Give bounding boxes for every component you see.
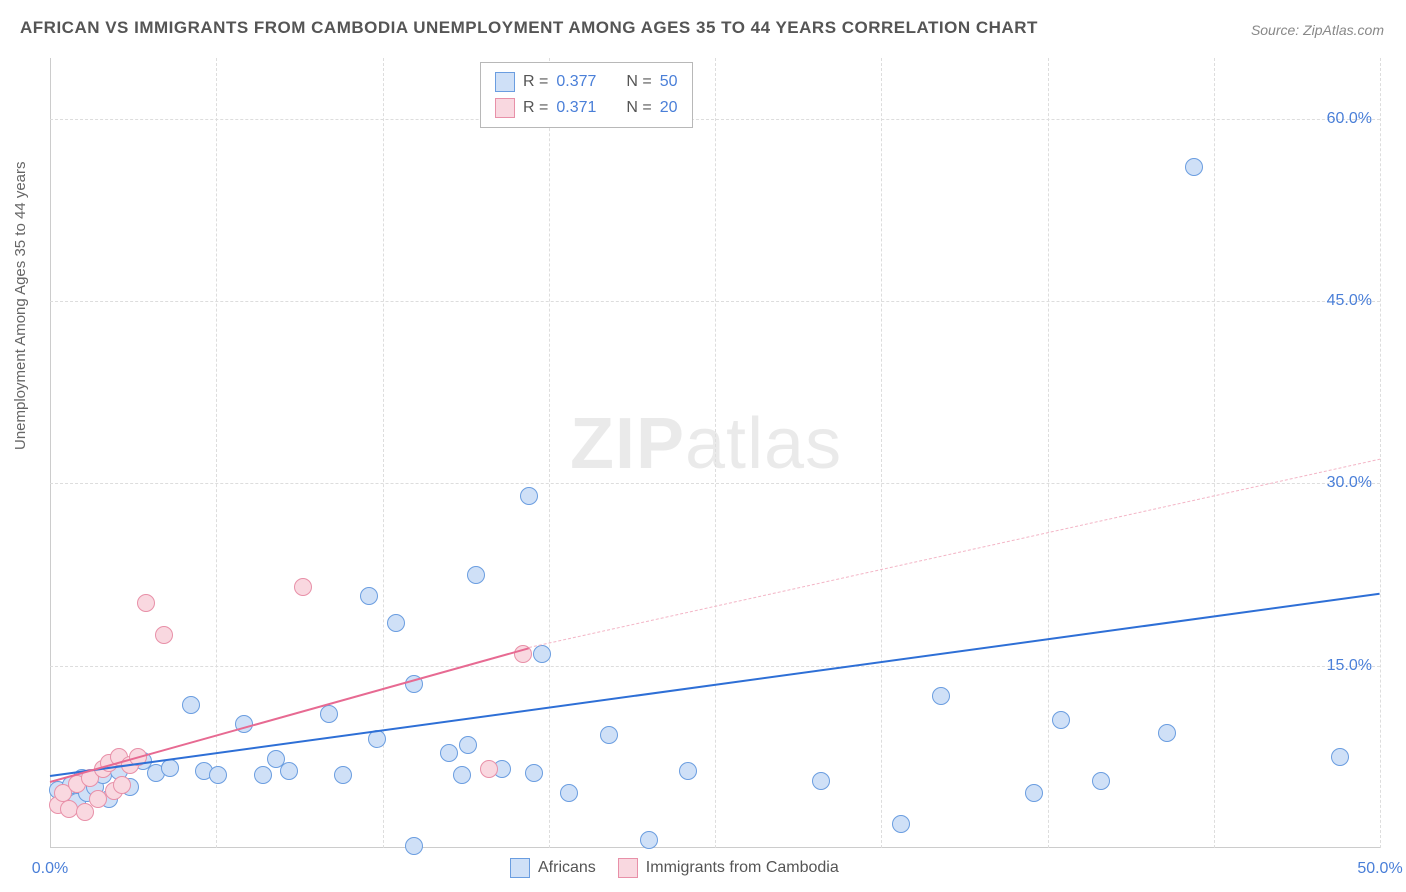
data-point xyxy=(525,764,543,782)
legend-swatch xyxy=(618,858,638,878)
data-point xyxy=(480,760,498,778)
correlation-legend: R = 0.377 N = 50 R = 0.371 N = 20 xyxy=(480,62,693,128)
y-tick-label: 45.0% xyxy=(1327,292,1372,310)
y-axis-line xyxy=(50,58,51,848)
y-axis-label: Unemployment Among Ages 35 to 44 years xyxy=(12,161,29,450)
legend-n-label: N = xyxy=(626,73,651,91)
data-point xyxy=(1331,748,1349,766)
x-tick-label: 50.0% xyxy=(1357,860,1402,878)
data-point xyxy=(453,766,471,784)
data-point xyxy=(161,759,179,777)
data-point xyxy=(1052,711,1070,729)
data-point xyxy=(640,831,658,849)
legend-n-value: 20 xyxy=(660,99,678,117)
scatter-plot: ZIPatlas 15.0%30.0%45.0%60.0%0.0%50.0% xyxy=(50,58,1380,848)
legend-item: Africans xyxy=(510,858,596,878)
x-tick-label: 0.0% xyxy=(32,860,68,878)
data-point xyxy=(892,815,910,833)
watermark: ZIPatlas xyxy=(570,403,842,485)
y-tick-label: 30.0% xyxy=(1327,474,1372,492)
data-point xyxy=(280,762,298,780)
gridline-vertical xyxy=(549,58,550,848)
y-tick-label: 15.0% xyxy=(1327,657,1372,675)
watermark-light: atlas xyxy=(685,404,842,484)
legend-r-value: 0.371 xyxy=(556,99,596,117)
data-point xyxy=(600,726,618,744)
gridline-vertical xyxy=(715,58,716,848)
gridline-vertical xyxy=(1214,58,1215,848)
data-point xyxy=(679,762,697,780)
data-point xyxy=(533,645,551,663)
data-point xyxy=(440,744,458,762)
legend-row: R = 0.377 N = 50 xyxy=(495,69,678,95)
legend-r-label: R = xyxy=(523,73,548,91)
trend-line xyxy=(529,459,1380,648)
data-point xyxy=(405,837,423,855)
legend-swatch xyxy=(495,98,515,118)
data-point xyxy=(155,626,173,644)
gridline-vertical xyxy=(216,58,217,848)
data-point xyxy=(254,766,272,784)
data-point xyxy=(932,687,950,705)
data-point xyxy=(467,566,485,584)
data-point xyxy=(1025,784,1043,802)
legend-r-value: 0.377 xyxy=(556,73,596,91)
legend-label: Immigrants from Cambodia xyxy=(646,859,839,876)
y-tick-label: 60.0% xyxy=(1327,110,1372,128)
series-legend: Africans Immigrants from Cambodia xyxy=(510,858,839,878)
legend-r-label: R = xyxy=(523,99,548,117)
data-point xyxy=(137,594,155,612)
legend-n-label: N = xyxy=(626,99,651,117)
data-point xyxy=(360,587,378,605)
legend-swatch xyxy=(510,858,530,878)
data-point xyxy=(520,487,538,505)
source-label: Source: ZipAtlas.com xyxy=(1251,22,1384,38)
data-point xyxy=(560,784,578,802)
legend-row: R = 0.371 N = 20 xyxy=(495,95,678,121)
data-point xyxy=(1185,158,1203,176)
data-point xyxy=(812,772,830,790)
data-point xyxy=(209,766,227,784)
legend-swatch xyxy=(495,72,515,92)
data-point xyxy=(334,766,352,784)
data-point xyxy=(1092,772,1110,790)
legend-label: Africans xyxy=(538,859,596,876)
data-point xyxy=(459,736,477,754)
data-point xyxy=(294,578,312,596)
gridline-vertical xyxy=(1380,58,1381,848)
data-point xyxy=(387,614,405,632)
gridline-vertical xyxy=(881,58,882,848)
chart-title: AFRICAN VS IMMIGRANTS FROM CAMBODIA UNEM… xyxy=(20,18,1038,38)
data-point xyxy=(113,776,131,794)
legend-n-value: 50 xyxy=(660,73,678,91)
legend-item: Immigrants from Cambodia xyxy=(618,858,839,878)
watermark-bold: ZIP xyxy=(570,404,685,484)
data-point xyxy=(182,696,200,714)
data-point xyxy=(1158,724,1176,742)
gridline-vertical xyxy=(1048,58,1049,848)
data-point xyxy=(320,705,338,723)
